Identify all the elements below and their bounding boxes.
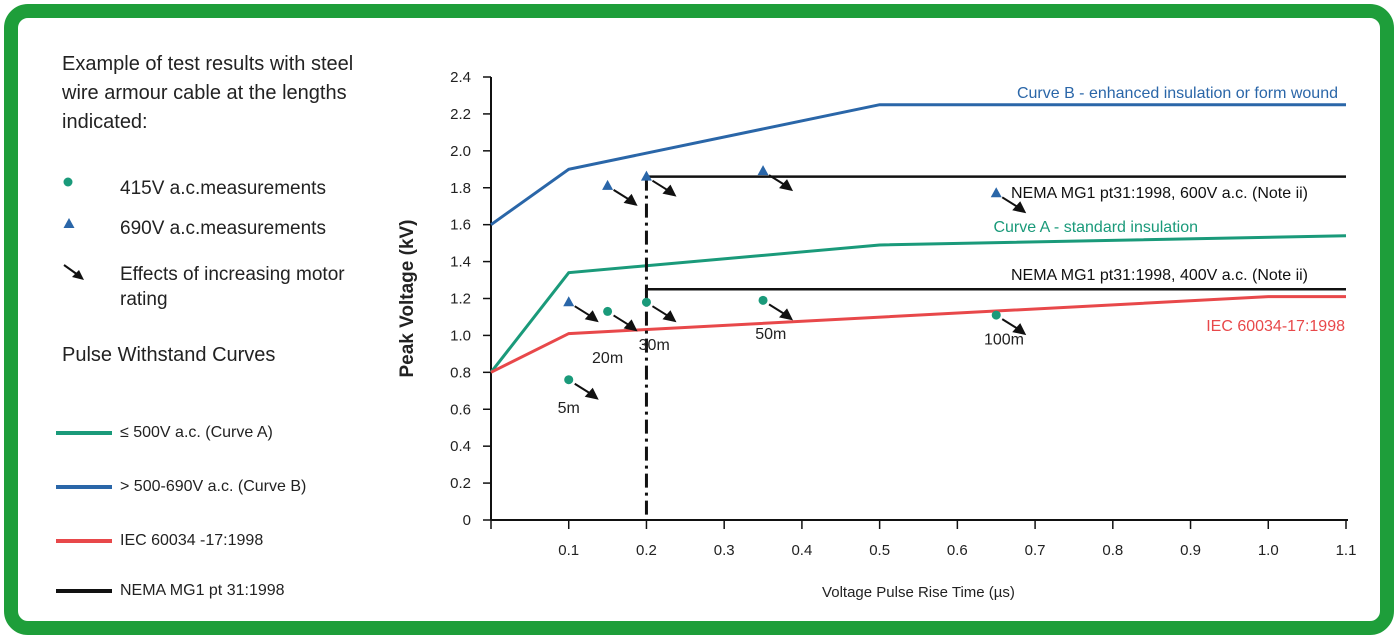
curve-b-swatch [56,485,112,489]
effect-arrow-head [1012,323,1027,336]
legend-curve-a: ≤ 500V a.c. (Curve A) [56,424,273,442]
legend-row-690v: 690V a.c.measurements [62,216,326,241]
curve-iec-label: IEC 60034 -17:1998 [120,532,264,549]
legend-row-arrow: Effects of increasing motor rating [62,262,370,312]
curve-a-swatch [56,431,112,435]
curve-b-label: > 500-690V a.c. (Curve B) [120,478,307,495]
curves-title: Pulse Withstand Curves [62,344,276,366]
curve-nema-label: NEMA MG1 pt 31:1998 [120,582,285,599]
legend-curve-b: > 500-690V a.c. (Curve B) [56,478,306,496]
legend-row-415v: 415V a.c.measurements [62,176,326,201]
effect-arrow-shaft [1001,318,1019,330]
marker-415v [603,306,613,316]
effect-arrow-shaft [768,174,786,186]
effect-arrow-head [1012,201,1027,214]
x-tick-label: 0.1 [558,542,579,559]
arrow-marker-icon [63,264,84,280]
x-tick-label: 0.3 [714,542,735,559]
curve-nema-swatch [56,589,112,593]
effect-arrow-head [662,310,677,323]
length-label: 100m [984,332,1024,349]
x-tick-label: 0.7 [1025,542,1046,559]
chart-markers [563,165,1027,400]
legend-label-415v: 415V a.c.measurements [120,178,326,199]
y-tick-label: 1.4 [450,254,471,271]
legend-label-690v: 690V a.c.measurements [120,218,326,239]
y-tick-label: 0.8 [450,364,471,381]
y-tick-label: 2.2 [450,106,471,123]
effect-arrow-head [584,387,599,400]
series-line-1 [489,234,1347,374]
series-line-2 [490,295,1346,374]
effect-arrow-head [584,310,599,323]
marker-690v [640,170,652,181]
x-tick-label: 0.5 [869,542,890,559]
legend-label-arrow: Effects of increasing motor rating [120,264,345,310]
effect-arrow-shaft [574,382,592,395]
x-tick-label: 0.2 [636,542,657,559]
effect-arrow-shaft [574,305,592,318]
y-tick-label: 0.2 [450,475,471,492]
y-tick-label: 1.0 [450,327,471,344]
marker-415v [991,310,1001,320]
effect-arrow-shaft [613,314,631,327]
triangle-marker-icon [63,218,75,228]
length-label: 50m [755,326,786,343]
y-tick-label: 0.4 [450,438,471,455]
series-label-0: Curve B - enhanced insulation or form wo… [1017,85,1338,102]
x-tick-label: 1.1 [1336,542,1357,559]
effect-arrow-shaft [768,303,786,316]
series-line-0 [490,103,1346,226]
x-axis-title: Voltage Pulse Rise Time (µs) [822,584,1015,601]
length-label: 30m [639,337,670,354]
series-label-4: NEMA MG1 pt31:1998, 400V a.c. (Note ii) [1011,267,1308,284]
y-tick-label: 1.8 [450,180,471,197]
effect-arrow-shaft [613,189,631,201]
y-axis-title: Peak Voltage (kV) [397,219,418,377]
chart-labels: Curve B - enhanced insulation or form wo… [558,85,1345,417]
x-tick-label: 0.9 [1180,542,1201,559]
marker-415v [641,297,651,307]
length-label: 5m [558,400,580,417]
series-label-3: NEMA MG1 pt31:1998, 600V a.c. (Note ii) [1011,185,1308,202]
x-tick-label: 0.6 [947,542,968,559]
chart-series [489,103,1347,520]
legend-intro: Example of test results with steel wire … [62,53,354,133]
y-tick-label: 0 [463,512,471,529]
effect-arrow-shaft [651,305,669,318]
curve-iec-swatch [56,539,112,543]
marker-690v [563,296,575,307]
marker-415v [758,295,768,305]
y-tick-label: 0.6 [450,401,471,418]
effect-arrow-head [623,193,638,206]
marker-690v [990,187,1002,198]
series-label-2: IEC 60034-17:1998 [1206,318,1345,335]
chart-frame [4,4,1394,635]
y-tick-label: 1.6 [450,217,471,234]
x-tick-label: 0.8 [1102,542,1123,559]
series-label-1: Curve A - standard insulation [993,219,1198,236]
marker-690v [757,165,769,176]
circle-marker-icon [63,177,73,187]
effect-arrow-head [779,179,794,192]
effect-arrow-head [662,184,677,197]
y-tick-label: 2.4 [450,69,471,86]
y-tick-label: 2.0 [450,143,471,160]
y-tick-label: 1.2 [450,291,471,308]
chart-axes: 0.1 0.2 0.3 0.4 0.5 0.6 0.7 0.8 0.9 1.0 1.1 0 0.2 0.4… [397,69,1356,601]
marker-415v [564,375,574,385]
legend-curve-iec: IEC 60034 -17:1998 [56,532,263,550]
length-label: 20m [592,350,623,367]
legend-curve-nema: NEMA MG1 pt 31:1998 [56,582,285,600]
curve-a-label: ≤ 500V a.c. (Curve A) [120,424,273,441]
x-tick-label: 0.4 [791,542,812,559]
x-tick-label: 1.0 [1258,542,1279,559]
effect-arrow-head [779,308,794,321]
effect-arrow-shaft [1001,196,1019,209]
effect-arrow-shaft [651,179,669,192]
marker-690v [602,179,614,190]
effect-arrow-head [623,319,638,332]
